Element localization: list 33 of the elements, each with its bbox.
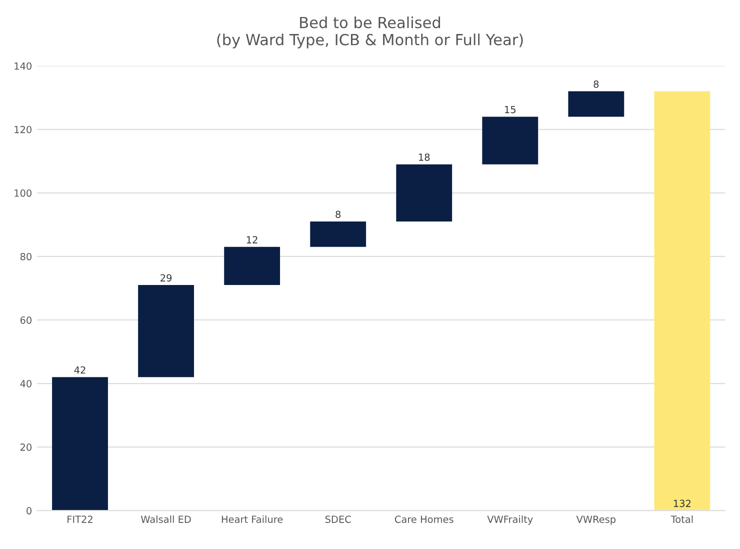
x-tick-label: SDEC [325, 516, 351, 523]
data-label: 18 [418, 154, 430, 161]
bar [568, 91, 624, 117]
data-label: 132 [674, 500, 690, 508]
y-tick-label: 40 [20, 380, 32, 388]
chart-title: Bed to be Realised (by Ward Type, ICB & Month or Full Year) [217, 16, 523, 48]
x-tick-label: Total [670, 515, 693, 523]
data-label: 15 [505, 106, 516, 114]
x-tick-label: VWResp [576, 516, 616, 525]
bar [310, 222, 366, 247]
x-tick-label: Heart Failure [222, 515, 283, 523]
data-label: 12 [246, 236, 258, 244]
bar [482, 116, 538, 164]
x-tick-label: VWFrailty [487, 515, 533, 525]
bar [654, 91, 710, 511]
bar [224, 246, 280, 286]
bar [396, 164, 452, 222]
x-tick-label: Care Homes [394, 516, 454, 523]
bar [138, 285, 194, 378]
x-tick-label: FIT22 [68, 516, 92, 523]
data-label: 29 [160, 274, 172, 282]
y-tick-label: 0 [26, 507, 32, 514]
x-tick-label: Walsall ED [140, 515, 191, 523]
y-tick-label: 60 [20, 316, 32, 324]
y-tick-label: 80 [20, 252, 32, 260]
y-tick-label: 20 [20, 444, 32, 451]
y-tick-label: 100 [14, 189, 32, 197]
data-label: 8 [594, 80, 599, 88]
y-tick-label: 140 [14, 62, 32, 70]
y-tick-label: 120 [14, 126, 32, 134]
data-label: 42 [74, 366, 86, 374]
data-label: 8 [336, 210, 341, 218]
bar [52, 377, 108, 511]
